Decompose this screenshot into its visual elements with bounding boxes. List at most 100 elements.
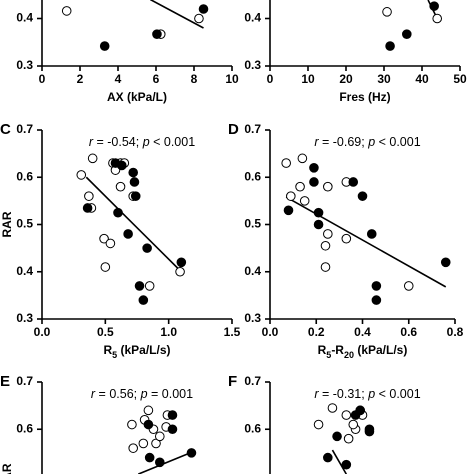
data-point (99, 233, 109, 244)
data-point (283, 205, 294, 216)
data-point (323, 181, 333, 192)
data-point (128, 167, 138, 178)
data-point (313, 219, 324, 230)
annotation-part: p (142, 135, 150, 149)
data-point (299, 196, 310, 206)
x-axis-label: AX (kPa/L) (107, 90, 167, 104)
data-point (138, 438, 149, 449)
data-point (144, 452, 155, 463)
panel-letter: C (0, 121, 11, 138)
regression-line (149, 0, 204, 29)
y-tick-label: 0.5 (16, 217, 33, 231)
data-point (341, 410, 352, 420)
data-point (155, 457, 165, 468)
x-axis-label-part: -R (331, 343, 344, 357)
annotation-part: p (367, 387, 375, 401)
data-point (382, 7, 392, 17)
data-point (167, 410, 178, 420)
x-axis-label-part: (kPa/L/s) (117, 343, 170, 357)
y-tick-label: 0.3 (244, 58, 261, 72)
x-tick-label: 10 (301, 72, 315, 86)
panel-letter: F (228, 373, 237, 390)
data-point (115, 181, 126, 192)
y-tick-label: 0.5 (244, 217, 261, 231)
x-axis-label-part: R (318, 343, 327, 357)
data-point (320, 262, 331, 272)
data-point (341, 459, 352, 470)
data-point (155, 431, 165, 442)
data-point (320, 240, 331, 251)
x-tick-label: 8 (191, 72, 198, 86)
x-tick-label: 0 (39, 72, 46, 86)
y-tick-label: 0.3 (16, 311, 33, 325)
data-point (144, 281, 155, 291)
data-point (143, 405, 154, 416)
data-point (364, 426, 375, 437)
data-point (117, 160, 127, 171)
x-axis-label: R5 (kPa/L/s) (103, 343, 170, 360)
panel-letter: E (0, 373, 10, 390)
x-axis-label: R5-R20 (kPa/L/s) (318, 343, 408, 360)
regression-line (331, 449, 348, 474)
data-point (323, 229, 333, 239)
data-point (355, 405, 365, 416)
data-point (142, 243, 152, 253)
annotation: r = -0.69; p < 0.001 (314, 135, 420, 149)
y-axis-label: RAR (0, 211, 14, 237)
y-tick-label: 0.7 (16, 374, 33, 388)
x-axis-label-part: 5 (326, 350, 331, 360)
y-tick-label: 0.6 (16, 169, 33, 183)
data-point (76, 170, 87, 180)
regression-line (285, 196, 447, 288)
y-tick-label: 0.4 (16, 11, 33, 25)
data-point (323, 452, 333, 463)
x-tick-label: 10 (225, 72, 239, 86)
annotation: r = 0.56; p = 0.001 (91, 387, 193, 401)
x-tick-label: 1.0 (160, 325, 177, 339)
annotation-part: = -0.31; (319, 387, 369, 401)
data-point (143, 419, 154, 430)
y-tick-label: 0.7 (244, 374, 261, 388)
y-axis-label: RAR (0, 463, 14, 474)
annotation-part: < 0.001 (375, 387, 421, 401)
annotation: r = -0.54; p < 0.001 (89, 135, 195, 149)
x-axis-label-part: Fres (Hz) (339, 90, 390, 104)
data-point (281, 158, 291, 168)
annotation-part: r (91, 387, 96, 401)
data-point (343, 433, 354, 444)
data-point (61, 6, 72, 16)
data-point (440, 257, 451, 268)
x-tick-label: 0.8 (447, 325, 464, 339)
data-point (297, 153, 308, 164)
data-point (429, 1, 439, 11)
data-point (403, 281, 414, 291)
x-tick-label: 50 (453, 72, 467, 86)
panel-letter: D (228, 121, 239, 138)
data-point (176, 257, 187, 268)
x-tick-label: 0.6 (400, 325, 417, 339)
data-point (348, 177, 359, 187)
annotation-part: < 0.001 (375, 135, 421, 149)
x-axis-label-part: AX (kPa/L) (107, 90, 167, 104)
y-tick-label: 0.7 (244, 122, 261, 136)
data-point (82, 203, 93, 213)
x-tick-label: 40 (415, 72, 429, 86)
x-tick-label: 2 (77, 72, 84, 86)
data-point (332, 431, 342, 442)
annotation-part: r (89, 135, 94, 149)
data-point (99, 41, 110, 51)
data-point (113, 207, 123, 218)
data-point (130, 191, 141, 201)
x-axis-label: Fres (Hz) (339, 90, 390, 104)
x-tick-label: 30 (377, 72, 391, 86)
data-point (309, 163, 319, 173)
y-tick-label: 0.4 (16, 264, 33, 278)
data-point (87, 153, 98, 164)
annotation-part: p (140, 387, 148, 401)
data-point (295, 181, 305, 192)
data-point (138, 295, 149, 305)
data-point (341, 233, 352, 244)
annotation: r = -0.31; p < 0.001 (314, 387, 420, 401)
